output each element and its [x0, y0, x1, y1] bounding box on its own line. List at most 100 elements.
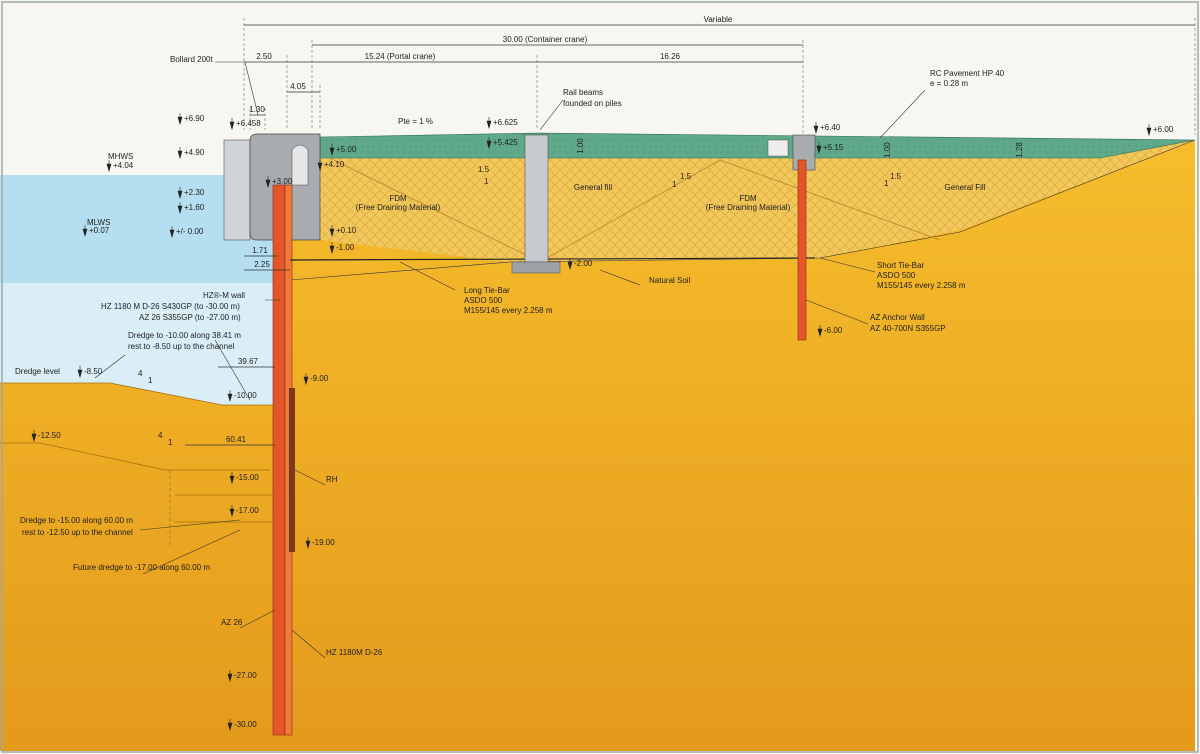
- level-marker: [813, 122, 819, 135]
- annotation: M155/145 every 2.258 m: [877, 281, 966, 290]
- anchor-wall: [797, 159, 807, 341]
- level-label: -2.00: [574, 259, 593, 268]
- bollard-recess: [291, 144, 309, 186]
- level-marker: [169, 226, 175, 239]
- annotation: M155/145 every 2.258 m: [464, 306, 553, 315]
- annotation: AZ 26: [221, 618, 243, 627]
- annotation: HZ®-M wall: [203, 291, 245, 300]
- annotation: FDM: [739, 194, 757, 203]
- level-marker: [229, 118, 235, 131]
- level-label: -12.50: [38, 431, 61, 440]
- dimension-label: 1.28: [1015, 142, 1024, 158]
- level-label: +6.625: [493, 118, 518, 127]
- dimension-label: 2.50: [256, 52, 272, 61]
- level-label: +1.60: [184, 203, 205, 212]
- dimension-label: 2.25: [254, 260, 270, 269]
- level-label: -8.50: [84, 367, 103, 376]
- level-label: -15.00: [236, 473, 259, 482]
- dimension-lines: [185, 18, 1196, 446]
- annotation: Natural Soil: [649, 276, 691, 285]
- dimension-label: 1.30: [249, 105, 265, 114]
- annotation: ASDO 500: [877, 271, 916, 280]
- level-marker: [567, 258, 573, 271]
- annotation: MHWS: [108, 152, 133, 161]
- dimension-label: Variable: [704, 15, 733, 24]
- annotation: (Free Draining Material): [356, 203, 441, 212]
- annotation: Short Tie-Bar: [877, 261, 924, 270]
- level-marker: [229, 472, 235, 485]
- level-marker: [82, 225, 88, 238]
- level-marker: [305, 537, 311, 550]
- level-marker: [227, 670, 233, 683]
- level-marker: [317, 159, 323, 172]
- fender: [223, 139, 251, 241]
- level-label: +4.90: [184, 148, 205, 157]
- drain: [767, 139, 789, 157]
- level-label: +5.425: [493, 138, 518, 147]
- natural-soil: [0, 140, 1195, 751]
- annotation: rest to -12.50 up to the channel: [22, 528, 133, 537]
- dimension-label: 1.00: [883, 142, 892, 158]
- rh-plate: [289, 388, 295, 552]
- dimension-label: 39.67: [238, 357, 259, 366]
- level-marker: [329, 225, 335, 238]
- slope-label: 1.5: [680, 172, 692, 181]
- level-label: +6.458: [236, 119, 261, 128]
- dimension-label: 15.24 (Portal crane): [365, 52, 436, 61]
- dredge-line: [0, 442, 270, 471]
- annotation: e = 0.28 m: [930, 79, 968, 88]
- level-marker: [77, 366, 83, 379]
- dredge-line: [0, 382, 278, 406]
- level-marker: [816, 142, 822, 155]
- level-marker: [227, 719, 233, 732]
- pile-footing: [511, 261, 561, 274]
- level-label: +2.30: [184, 188, 205, 197]
- level-label: +0.07: [89, 226, 110, 235]
- slope-label: 1.5: [478, 165, 490, 174]
- annotation: RH: [326, 475, 338, 484]
- annotation: Long Tie-Bar: [464, 286, 510, 295]
- level-label: +4.04: [113, 161, 134, 170]
- level-label: -1.00: [336, 243, 355, 252]
- level-marker: [177, 202, 183, 215]
- annotation: Future dredge to -17.00 along 60.00 m: [73, 563, 210, 572]
- slope-label: 1: [672, 180, 677, 189]
- level-label: +4.10: [324, 160, 345, 169]
- level-label: -9.00: [310, 374, 329, 383]
- level-label: -19.00: [312, 538, 335, 547]
- annotation: Rail beams: [563, 88, 603, 97]
- annotation: RC Pavement HP 40: [930, 69, 1005, 78]
- level-label: +3.00: [272, 177, 293, 186]
- level-marker: [31, 430, 37, 443]
- annotation: founded on piles: [563, 99, 622, 108]
- annotation: ASDO 500: [464, 296, 503, 305]
- annotation: General fill: [574, 183, 612, 192]
- annotation: AZ 26 S355GP (to -27.00 m): [139, 313, 241, 322]
- dimension-label: 1.00: [576, 138, 585, 154]
- level-label: +6.00: [1153, 125, 1174, 134]
- annotation: (Free Draining Material): [706, 203, 791, 212]
- slope-label: 1: [884, 179, 889, 188]
- level-marker: [177, 147, 183, 160]
- dimension-label: 4.05: [290, 82, 306, 91]
- level-label: -30.00: [234, 720, 257, 729]
- slope-label: 4: [138, 369, 143, 378]
- slope-lines: [329, 157, 941, 263]
- annotation: Dredge level: [15, 367, 60, 376]
- annotation: HZ 1180M D-26: [326, 648, 383, 657]
- hz-pile: [272, 184, 286, 736]
- level-label: +6.40: [820, 123, 841, 132]
- level-marker: [265, 176, 271, 189]
- dimension-label: 1.71: [252, 246, 268, 255]
- level-label: +6.90: [184, 114, 205, 123]
- level-marker: [329, 144, 335, 157]
- annotation: FDM: [389, 194, 407, 203]
- slope-label: 1: [484, 177, 489, 186]
- annotation: AZ Anchor Wall: [870, 313, 925, 322]
- slope-label: 1.5: [890, 172, 902, 181]
- level-label: +/- 0.00: [176, 227, 204, 236]
- level-marker: [486, 117, 492, 130]
- annotation: General Fill: [945, 183, 986, 192]
- slope-label: 1: [148, 376, 153, 385]
- level-label: -10.00: [234, 391, 257, 400]
